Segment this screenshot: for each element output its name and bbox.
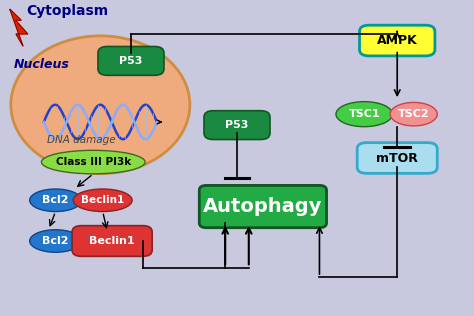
FancyBboxPatch shape: [199, 185, 327, 228]
Text: TSC1: TSC1: [348, 109, 380, 119]
Ellipse shape: [30, 230, 82, 252]
Text: Nucleus: Nucleus: [13, 58, 69, 70]
Text: Bcl2: Bcl2: [42, 195, 69, 205]
Polygon shape: [10, 9, 28, 46]
FancyBboxPatch shape: [72, 226, 152, 256]
Text: TSC2: TSC2: [398, 109, 429, 119]
Text: Autophagy: Autophagy: [203, 197, 323, 216]
Text: P53: P53: [225, 120, 249, 130]
Text: DNA damage: DNA damage: [47, 135, 116, 145]
Ellipse shape: [41, 150, 145, 174]
Ellipse shape: [73, 189, 132, 211]
Ellipse shape: [30, 189, 82, 211]
Text: mTOR: mTOR: [376, 151, 418, 165]
Text: Class III PI3k: Class III PI3k: [55, 157, 131, 167]
Text: Beclin1: Beclin1: [81, 195, 124, 205]
Text: Beclin1: Beclin1: [89, 236, 135, 246]
FancyBboxPatch shape: [204, 111, 270, 140]
FancyBboxPatch shape: [359, 25, 435, 56]
Text: Bcl2: Bcl2: [42, 236, 69, 246]
Text: Cytoplasm: Cytoplasm: [26, 4, 109, 18]
Ellipse shape: [336, 102, 392, 127]
FancyBboxPatch shape: [357, 143, 438, 173]
FancyBboxPatch shape: [98, 46, 164, 75]
Text: P53: P53: [119, 56, 143, 66]
Ellipse shape: [390, 102, 438, 126]
Ellipse shape: [11, 36, 190, 174]
Text: AMPK: AMPK: [377, 34, 418, 47]
